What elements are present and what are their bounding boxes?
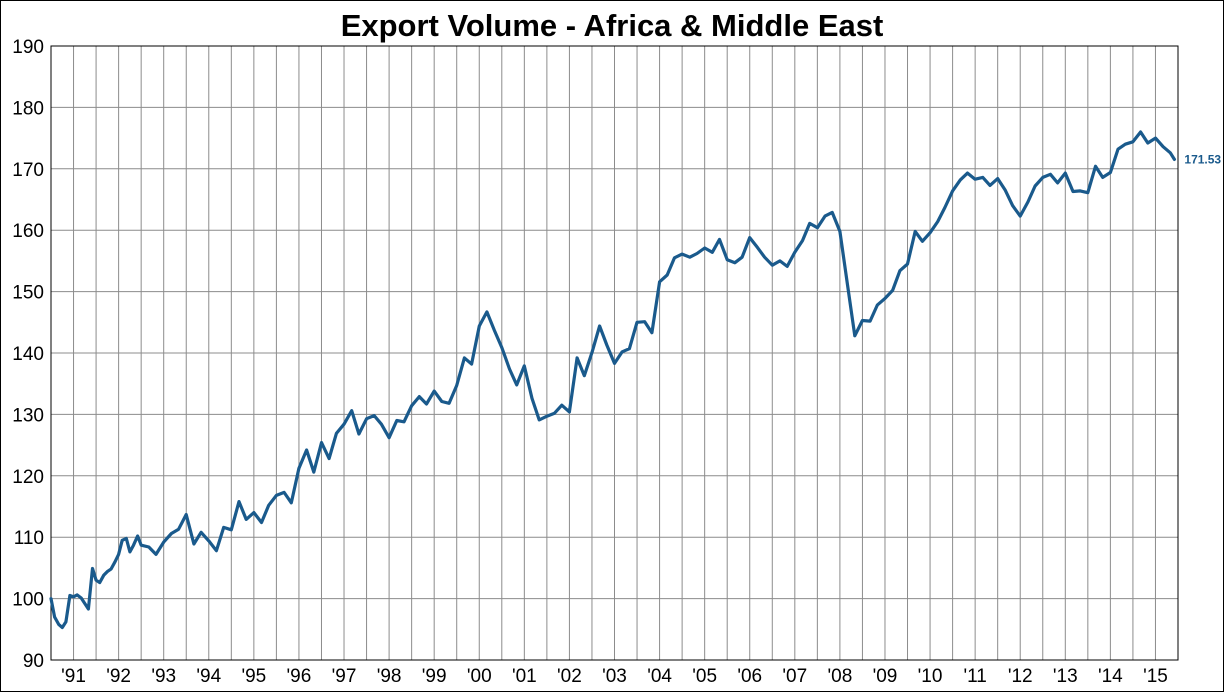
x-tick-label: '95 <box>241 666 266 687</box>
x-tick-label: '07 <box>782 666 807 687</box>
x-tick-label: '05 <box>692 666 717 687</box>
x-tick-label: '06 <box>737 666 762 687</box>
x-tick-label: '93 <box>151 666 176 687</box>
x-tick-label: '96 <box>287 666 312 687</box>
y-tick-label: 100 <box>12 590 44 611</box>
x-tick-label: '09 <box>873 666 898 687</box>
x-tick-label: '11 <box>963 666 986 687</box>
x-tick-label: '98 <box>377 666 402 687</box>
y-tick-label: 150 <box>12 283 44 304</box>
x-tick-label: '03 <box>602 666 627 687</box>
plot-area-border <box>50 45 1179 661</box>
export-volume-line <box>49 130 1177 630</box>
x-tick-label: '91 <box>61 666 86 687</box>
y-tick-label: 140 <box>12 344 44 365</box>
x-tick-label: '94 <box>196 666 221 687</box>
x-tick-label: '01 <box>512 666 537 687</box>
x-tick-label: '92 <box>106 666 131 687</box>
x-tick-label: '99 <box>422 666 447 687</box>
x-tick-label: '04 <box>647 666 672 687</box>
y-tick-label: 170 <box>12 160 44 181</box>
y-tick-label: 120 <box>12 467 44 488</box>
x-tick-label: '10 <box>918 666 943 687</box>
y-tick-label: 190 <box>12 37 44 58</box>
x-tick-label: '00 <box>467 666 492 687</box>
y-tick-label: 160 <box>12 221 44 242</box>
y-axis-tick-labels: 90 100 110 120 130 140 150 160 170 180 190 <box>12 37 44 672</box>
y-tick-label: 110 <box>14 528 44 549</box>
x-tick-label: '14 <box>1098 666 1123 687</box>
x-tick-label: '15 <box>1143 666 1168 687</box>
x-axis-tick-labels: '91 '92 '93 '94 '95 '96 '97 '98 '99 '00 '01 '02 '03 '… <box>61 666 1168 687</box>
x-tick-label: '02 <box>557 666 582 687</box>
y-tick-label: 90 <box>23 651 44 672</box>
y-tick-label: 130 <box>12 405 44 426</box>
chart-title: Export Volume - Africa & Middle East <box>341 8 884 43</box>
x-tick-label: '97 <box>332 666 357 687</box>
y-tick-label: 180 <box>12 98 44 119</box>
x-tick-label: '13 <box>1053 666 1078 687</box>
last-value-label: 171.53 <box>1184 152 1221 166</box>
x-tick-label: '08 <box>828 666 853 687</box>
x-tick-label: '12 <box>1008 666 1033 687</box>
